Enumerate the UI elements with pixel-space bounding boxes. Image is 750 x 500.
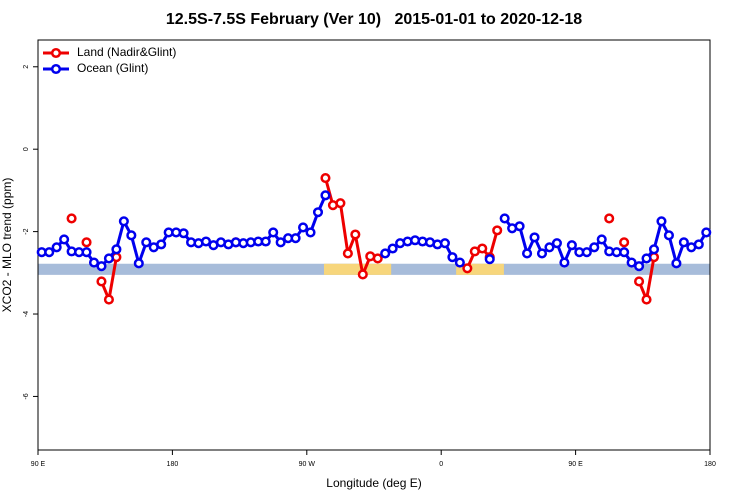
marker — [312, 207, 324, 218]
marker — [551, 238, 562, 249]
marker — [536, 248, 548, 259]
marker — [619, 237, 630, 248]
marker — [671, 258, 682, 269]
marker — [298, 222, 309, 233]
marker — [387, 243, 398, 254]
land-segment — [456, 263, 504, 275]
marker — [320, 190, 331, 201]
marker — [566, 240, 577, 251]
marker — [648, 244, 660, 255]
marker — [126, 230, 137, 241]
marker — [462, 263, 473, 274]
marker — [634, 276, 645, 287]
marker — [544, 242, 555, 253]
marker — [380, 248, 391, 259]
marker — [529, 232, 540, 243]
chart-title: 12.5S-7.5S February (Ver 10) 2015-01-01 … — [166, 11, 582, 28]
marker — [596, 234, 607, 245]
marker — [81, 247, 92, 258]
marker — [663, 230, 674, 241]
marker — [96, 276, 107, 287]
marker — [156, 239, 167, 250]
marker — [439, 238, 450, 249]
marker — [678, 237, 689, 248]
marker — [66, 213, 77, 224]
marker — [103, 253, 114, 264]
marker — [626, 257, 637, 268]
marker — [499, 213, 510, 224]
marker — [81, 237, 92, 248]
marker — [357, 269, 368, 280]
marker — [51, 242, 62, 253]
y-tick-label: -2 — [23, 228, 30, 234]
marker — [447, 252, 458, 263]
x-axis-label: Longitude (deg E) — [326, 476, 421, 490]
marker — [88, 257, 100, 268]
marker — [103, 294, 114, 305]
marker — [260, 236, 271, 247]
marker — [118, 216, 129, 227]
marker — [268, 227, 279, 238]
y-tick-label: 2 — [23, 65, 30, 69]
marker — [634, 261, 645, 272]
marker — [44, 247, 55, 258]
marker — [372, 253, 383, 264]
marker — [581, 247, 592, 258]
marker — [133, 258, 144, 269]
marker — [589, 242, 600, 253]
legend-marker — [50, 47, 62, 59]
y-tick-label: -6 — [23, 393, 30, 399]
marker — [320, 172, 331, 184]
marker — [141, 237, 152, 248]
legend-label: Land (Nadir&Glint) — [77, 45, 176, 59]
marker — [96, 261, 107, 272]
marker — [492, 225, 503, 236]
y-tick-label: 0 — [23, 147, 30, 151]
marker — [522, 248, 533, 259]
marker — [275, 237, 286, 248]
marker — [305, 227, 316, 238]
marker — [693, 239, 704, 250]
marker — [559, 257, 570, 268]
y-tick-label: -4 — [23, 311, 30, 317]
marker — [200, 236, 212, 247]
legend-marker — [50, 63, 62, 75]
marker — [514, 221, 525, 232]
marker — [656, 216, 667, 227]
marker — [350, 229, 361, 240]
x-tick-label: 90 E — [568, 461, 583, 468]
marker — [619, 247, 630, 258]
x-tick-label: 180 — [704, 461, 716, 468]
x-tick-label: 0 — [439, 461, 443, 468]
plot-frame — [37, 39, 711, 451]
land-segment — [323, 263, 392, 275]
marker — [111, 244, 122, 255]
marker — [641, 253, 652, 264]
legend-label: Ocean (Glint) — [77, 61, 148, 75]
marker — [477, 243, 488, 254]
marker — [59, 234, 70, 245]
marker — [335, 198, 346, 209]
marker — [484, 254, 495, 265]
y-axis-label: XCO2 - MLO trend (ppm) — [0, 178, 14, 313]
x-tick-label: 180 — [167, 461, 179, 468]
x-tick-label: 90 W — [299, 461, 316, 468]
marker — [604, 213, 615, 224]
marker — [290, 233, 301, 244]
series-line — [100, 177, 656, 302]
marker — [342, 248, 353, 259]
marker — [701, 227, 712, 238]
x-tick-label: 90 E — [31, 461, 46, 468]
marker — [454, 257, 465, 268]
marker — [641, 294, 652, 305]
marker — [178, 228, 189, 239]
